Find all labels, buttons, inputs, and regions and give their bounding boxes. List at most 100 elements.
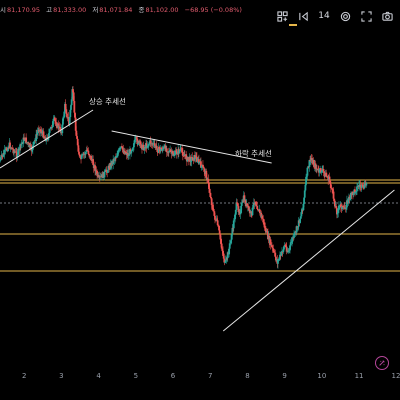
candle-body-371	[247, 205, 250, 211]
candle-body-43	[27, 142, 30, 144]
candle-body-458	[305, 175, 308, 177]
candle-body-397	[264, 228, 267, 233]
candle-body-57	[37, 130, 40, 133]
candle-body-481	[321, 169, 324, 172]
candle-body-264	[175, 151, 178, 154]
candle-body-147	[97, 174, 100, 178]
candle-body-494	[329, 184, 332, 189]
candle-body-395	[263, 222, 266, 228]
candle-body-102	[67, 117, 70, 122]
candle-body-320	[213, 211, 216, 216]
candle-body-382	[254, 201, 257, 205]
candle-body-399	[266, 231, 269, 233]
candle-body-456	[304, 184, 307, 191]
candle-body-463	[309, 160, 312, 161]
candle-body-201	[133, 139, 136, 144]
candle-body-206	[137, 143, 139, 145]
candle-body-74	[48, 129, 51, 134]
candle-body-261	[173, 154, 176, 156]
candle-body-132	[87, 150, 90, 155]
candle-body-337	[224, 259, 227, 263]
candle-body-390	[260, 212, 263, 217]
candle-body-432	[288, 249, 291, 251]
candle-body-100	[66, 113, 68, 118]
candle-body-313	[208, 188, 211, 193]
ohlc-legend: 시81,170.95 고81,333.00 저81,071.84 종81,102…	[0, 4, 246, 16]
candle-body-115	[76, 135, 78, 139]
candle-body-164	[108, 168, 111, 170]
interval-badge[interactable]: 14	[318, 11, 330, 21]
candle-body-347	[231, 227, 234, 235]
candle-body-15	[9, 142, 11, 149]
candle-body-113	[74, 117, 77, 131]
candle-body-404	[269, 239, 272, 246]
camera-icon[interactable]	[378, 7, 396, 25]
candle-body-451	[301, 209, 303, 213]
candle-body-10	[5, 148, 8, 151]
candle-body-151	[100, 176, 103, 178]
x-tick-label: 5	[133, 372, 139, 380]
candle-body-396	[264, 227, 267, 229]
candle-body-505	[337, 208, 340, 213]
candle-body-349	[232, 220, 235, 229]
high-value: 81,333.00	[53, 6, 87, 14]
candle-body-385	[256, 209, 259, 211]
candle-body-274	[182, 155, 185, 157]
candle-body-498	[332, 191, 335, 199]
candle-body-538	[359, 184, 362, 187]
candle-body-30	[19, 144, 21, 151]
candle-body-137	[90, 160, 93, 161]
candle-body-365	[243, 195, 246, 202]
fullscreen-icon[interactable]	[357, 7, 375, 25]
candle-body-377	[251, 207, 254, 216]
candle-body-448	[299, 218, 301, 224]
candle-body-174	[115, 156, 118, 158]
candle-body-343	[228, 243, 231, 249]
candle-body-131	[86, 150, 89, 152]
candle-body-415	[277, 259, 279, 264]
open-value: 81,170.95	[6, 6, 41, 14]
candle-body-457	[305, 176, 307, 185]
candle-body-484	[323, 171, 326, 173]
candle-body-2	[0, 155, 3, 158]
candle-body-375	[250, 211, 253, 213]
candle-body-122	[80, 155, 83, 159]
candle-body-297	[198, 159, 200, 163]
gear-icon[interactable]	[336, 7, 354, 25]
candle-body-547	[365, 183, 368, 186]
indicators-icon[interactable]	[273, 7, 291, 25]
candle-body-179	[118, 147, 121, 150]
magic-icon[interactable]	[375, 356, 389, 370]
candle-body-225	[149, 140, 152, 144]
candle-body-63	[41, 132, 44, 134]
candle-body-56	[36, 132, 39, 135]
candle-body-75	[49, 128, 52, 130]
candle-body-309	[206, 177, 208, 180]
candle-body-411	[274, 252, 277, 257]
candle-body-62	[40, 131, 43, 134]
x-tick-label: 9	[282, 372, 287, 380]
candle-body-188	[125, 151, 127, 154]
candle-body-455	[303, 190, 306, 198]
candle-body-294	[196, 156, 198, 162]
candle-body-311	[207, 178, 210, 184]
candle-body-329	[219, 233, 222, 240]
candle-body-175	[116, 155, 119, 157]
trendline-uptrend-1	[0, 109, 94, 169]
candle-body-328	[218, 230, 221, 234]
candle-body-55	[35, 134, 38, 136]
candle-body-114	[75, 130, 78, 136]
candle-body-317	[211, 205, 214, 208]
candle-body-54	[35, 134, 38, 141]
candle-body-128	[84, 152, 87, 155]
candle-body-287	[191, 157, 194, 158]
replay-icon[interactable]	[294, 7, 312, 25]
candle-body-241	[160, 148, 163, 150]
candle-body-362	[241, 200, 244, 203]
candle-body-133	[88, 154, 90, 156]
candle-body-41	[26, 142, 29, 144]
candle-body-177	[117, 149, 120, 153]
candle-body-192	[127, 153, 130, 157]
candle-body-325	[216, 220, 219, 226]
